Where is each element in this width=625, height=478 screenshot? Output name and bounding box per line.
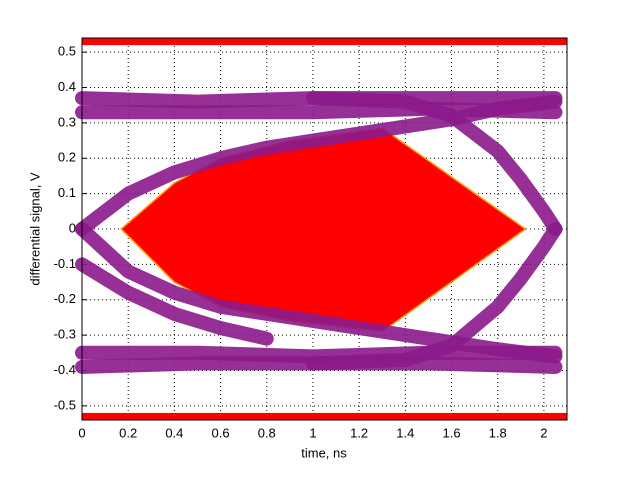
x-tick-label: 0.2	[119, 425, 137, 440]
x-tick-label: 1.2	[350, 425, 368, 440]
x-tick-label: 0.8	[258, 425, 276, 440]
y-tick-label: 0.3	[58, 114, 76, 129]
x-tick-label: 1.4	[396, 425, 414, 440]
x-tick-label: 1.6	[442, 425, 460, 440]
x-tick-label: 0.6	[212, 425, 230, 440]
y-tick-label: 0.5	[58, 44, 76, 59]
plot-frame	[81, 37, 568, 421]
signal-trace	[305, 91, 563, 236]
signal-trace	[75, 345, 563, 364]
y-tick-label: -0.5	[54, 397, 76, 412]
y-tick-label: -0.2	[54, 291, 76, 306]
signal-trace	[75, 222, 563, 364]
x-tick-label: 1	[309, 425, 316, 440]
x-axis-label: time, ns	[301, 445, 347, 460]
y-tick-label: 0.2	[58, 150, 76, 165]
y-tick-label: -0.4	[54, 362, 76, 377]
signal-trace	[75, 94, 563, 236]
y-tick-label: 0.1	[58, 185, 76, 200]
mask-band	[82, 412, 567, 420]
y-axis-label: differential signal, V	[27, 172, 42, 286]
y-tick-label: -0.1	[54, 256, 76, 271]
signal-trace	[305, 222, 563, 371]
x-tick-label: 1.8	[489, 425, 507, 440]
x-tick-label: 2	[540, 425, 547, 440]
y-tick-label: -0.3	[54, 327, 76, 342]
mask-band	[82, 38, 567, 46]
x-tick-label: 0.4	[165, 425, 183, 440]
signal-trace	[75, 257, 274, 346]
y-tick-label: 0.4	[58, 79, 76, 94]
x-tick-label: 0	[78, 425, 85, 440]
y-tick-label: 0	[69, 220, 76, 235]
